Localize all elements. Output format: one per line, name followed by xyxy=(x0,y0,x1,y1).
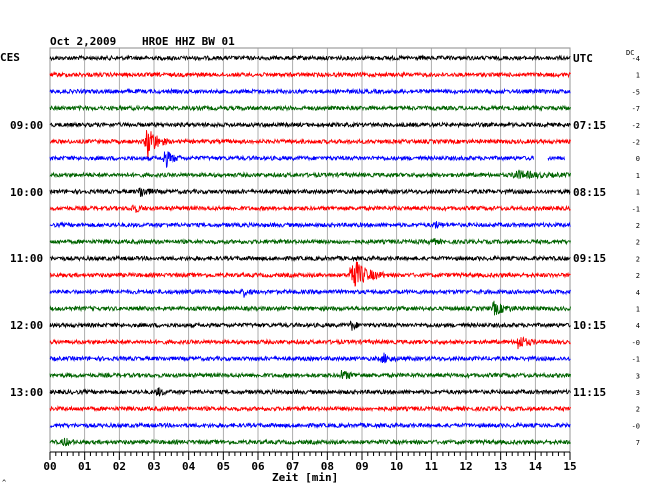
seismic-traces: -4 1 -5 -7 -2 -2 0 1 1 -1 2 2 2 2 4 1 4 -0 -1 3 3 2 -0 7 xyxy=(49,54,640,447)
left-time-label-1300: 13:00 xyxy=(10,386,44,399)
x-tick-label-02: 02 xyxy=(113,460,126,473)
x-tick-label-06: 06 xyxy=(251,460,265,473)
date-label: Oct 2,2009 xyxy=(50,35,117,48)
right-time-label-0815: 08:15 xyxy=(573,185,607,199)
dc-offset-row-2: -5 xyxy=(632,88,640,96)
trace-row-20 xyxy=(49,387,571,397)
dc-offset-row-8: 1 xyxy=(636,189,640,197)
left-timezone-label: CES xyxy=(0,51,20,64)
dc-offset-row-5: -2 xyxy=(632,139,640,147)
trace-row-19 xyxy=(49,369,571,380)
dc-offset-row-1: 1 xyxy=(636,72,640,80)
corner-mark: ^ xyxy=(2,479,7,487)
trace-row-7 xyxy=(49,169,571,180)
left-time-label-1000: 10:00 xyxy=(10,185,44,199)
dc-offset-row-20: 3 xyxy=(636,389,640,397)
x-tick-label-12: 12 xyxy=(459,460,472,473)
x-tick-label-10: 10 xyxy=(390,460,403,473)
x-tick-label-07: 07 xyxy=(286,460,299,473)
x-tick-label-04: 04 xyxy=(182,460,196,473)
dc-offset-row-4: -2 xyxy=(632,122,640,130)
x-tick-label-05: 05 xyxy=(217,460,230,473)
dc-offset-row-7: 1 xyxy=(636,172,640,180)
dc-offset-row-9: -1 xyxy=(632,205,640,213)
trace-row-6-seg-0 xyxy=(49,151,534,168)
dc-offset-row-10: 2 xyxy=(636,222,640,230)
dc-offset-row-18: -1 xyxy=(632,356,640,364)
trace-row-8 xyxy=(49,187,571,197)
dc-offset-row-13: 2 xyxy=(636,272,640,280)
trace-row-0 xyxy=(49,54,571,62)
dc-offset-row-21: 2 xyxy=(636,406,640,414)
left-time-label-1100: 11:00 xyxy=(10,252,44,266)
trace-row-14 xyxy=(49,288,571,298)
trace-row-22 xyxy=(49,421,571,430)
trace-row-17 xyxy=(49,336,571,350)
x-tick-label-14: 14 xyxy=(529,460,543,473)
dc-offset-row-23: 7 xyxy=(636,439,640,447)
right-time-label-1115: 11:15 xyxy=(573,386,607,399)
x-tick-label-01: 01 xyxy=(78,460,92,473)
dc-offset-row-15: 1 xyxy=(636,306,640,314)
trace-row-12 xyxy=(49,254,571,263)
trace-row-3 xyxy=(49,104,571,112)
trace-row-13 xyxy=(49,261,571,287)
x-axis: 00 01 02 03 04 05 06 07 08 09 10 11 12 13 14 15 xyxy=(43,451,577,473)
trace-row-15 xyxy=(49,300,571,316)
dc-offset-row-12: 2 xyxy=(636,255,640,263)
trace-row-5 xyxy=(50,130,571,160)
trace-row-2 xyxy=(49,87,571,96)
dc-offset-row-22: -0 xyxy=(632,422,640,430)
right-time-label-0915: 09:15 xyxy=(573,252,607,266)
trace-row-21 xyxy=(49,405,571,413)
x-tick-label-11: 11 xyxy=(425,460,439,473)
x-tick-label-03: 03 xyxy=(147,460,160,473)
left-time-label-0900: 09:00 xyxy=(10,118,44,132)
trace-row-16 xyxy=(49,320,571,331)
x-tick-label-00: 00 xyxy=(43,460,56,473)
x-tick-label-15: 15 xyxy=(563,460,576,473)
trace-row-6-seg-1 xyxy=(547,155,565,162)
trace-row-18 xyxy=(49,352,571,364)
x-tick-label-08: 08 xyxy=(321,460,334,473)
dc-offset-row-11: 2 xyxy=(636,239,640,247)
trace-row-11 xyxy=(49,237,571,246)
minute-gridlines xyxy=(49,47,571,453)
x-tick-label-09: 09 xyxy=(355,460,368,473)
dc-offset-row-3: -7 xyxy=(632,105,640,113)
dc-offset-row-14: 4 xyxy=(636,289,640,297)
dc-offset-row-17: -0 xyxy=(632,339,640,347)
right-time-label-UTC: UTC xyxy=(573,52,593,65)
station-label: HROE HHZ BW 01 xyxy=(142,35,235,48)
trace-row-23 xyxy=(49,437,571,447)
trace-row-1 xyxy=(49,70,571,79)
dc-offset-row-0: -4 xyxy=(632,55,640,63)
right-time-label-1015: 10:15 xyxy=(573,319,607,333)
trace-row-9 xyxy=(49,204,571,213)
trace-row-10 xyxy=(49,221,571,229)
dc-offset-row-16: 4 xyxy=(636,322,640,330)
x-tick-label-13: 13 xyxy=(494,460,507,473)
left-time-label-1200: 12:00 xyxy=(10,319,44,333)
x-axis-title: Zeit [min] xyxy=(272,471,339,484)
right-time-label-0715: 07:15 xyxy=(573,118,607,132)
dc-label: DC xyxy=(626,49,635,57)
dc-offset-row-19: 3 xyxy=(636,372,640,380)
dc-offset-row-6: 0 xyxy=(636,155,640,163)
trace-row-4 xyxy=(49,121,571,129)
